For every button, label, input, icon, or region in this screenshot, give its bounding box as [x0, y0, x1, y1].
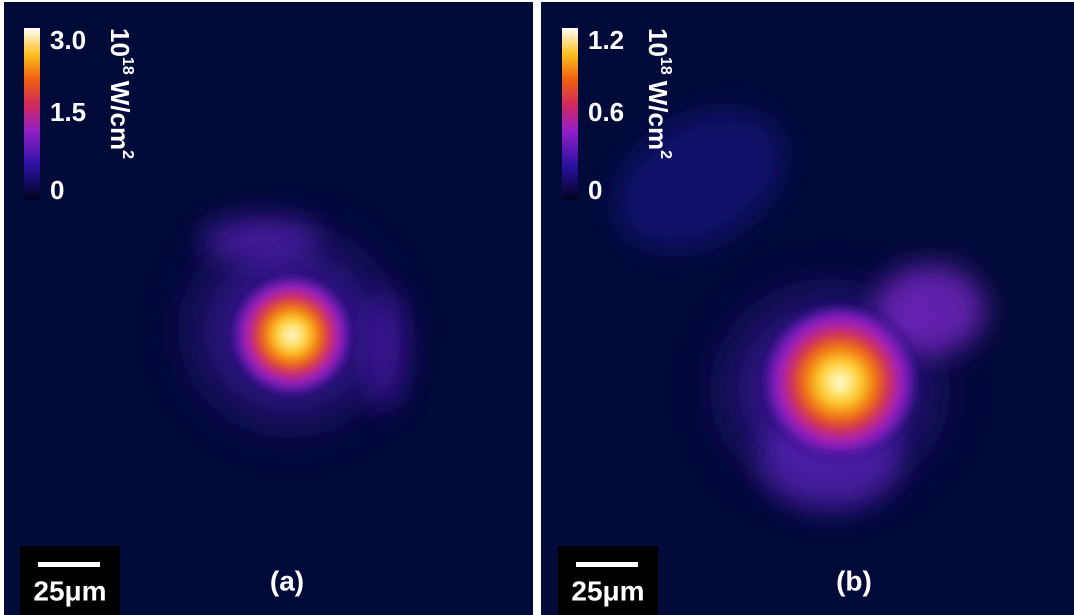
panel-label: (b)	[836, 565, 872, 596]
colorbar-unit: 1018W/cm2	[643, 28, 674, 159]
colorbar-tick: 1.2	[588, 25, 624, 55]
scale-bar	[38, 562, 100, 567]
panel-label: (a)	[270, 565, 304, 596]
colorbar	[24, 28, 40, 200]
focal-spot	[760, 302, 920, 462]
side-lobe	[200, 218, 320, 262]
focal-spot	[230, 273, 354, 397]
scale-bar-label: 25μm	[571, 575, 644, 606]
colorbar-tick: 3.0	[50, 25, 86, 55]
panel-b: 1.2 0.6 0 1018W/cm2 25μm (b)	[541, 2, 1074, 615]
colorbar-tick: 1.5	[50, 97, 86, 127]
scale-bar	[576, 562, 638, 567]
colorbar-tick: 0	[50, 175, 64, 205]
panel-a: 3.0 1.5 0 1018W/cm2 25μm (a)	[4, 2, 533, 615]
colorbar	[562, 28, 578, 200]
colorbar-tick: 0.6	[588, 97, 624, 127]
scale-bar-label: 25μm	[33, 575, 106, 606]
side-lobe	[363, 290, 407, 410]
colorbar-tick: 0	[588, 175, 602, 205]
figure: 3.0 1.5 0 1018W/cm2 25μm (a) 1.2 0.6 0 1…	[0, 0, 1074, 615]
colorbar-unit: 1018W/cm2	[105, 28, 136, 159]
